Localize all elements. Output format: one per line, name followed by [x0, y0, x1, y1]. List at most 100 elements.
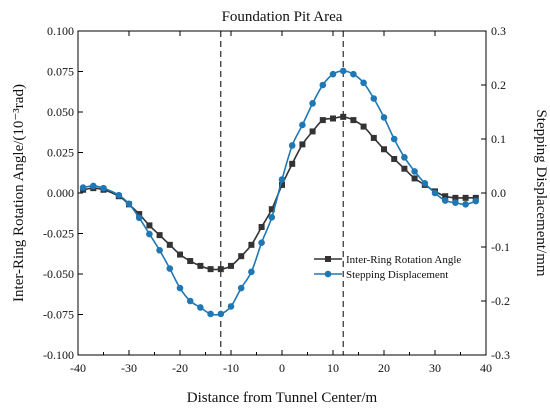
data-point-circle [217, 310, 225, 318]
data-point-square [268, 206, 275, 213]
data-point-circle [278, 176, 286, 183]
y-right-tick-label: -0.1 [491, 240, 510, 254]
data-point-circle [186, 297, 194, 305]
data-point-circle [100, 184, 107, 192]
data-point-circle [360, 79, 367, 87]
x-axis-title: Distance from Tunnel Center/m [187, 390, 378, 406]
data-point-square [350, 117, 357, 124]
y-left-tick-label: -0.100 [43, 348, 74, 362]
data-point-circle [370, 95, 378, 102]
y-left-tick-label: 0.075 [47, 65, 74, 79]
y-left-tick-label: 0.050 [47, 105, 74, 119]
data-point-square [258, 224, 265, 231]
y-left-tick-label: -0.025 [43, 227, 74, 241]
data-point-circle [176, 284, 184, 292]
data-point-circle [329, 70, 337, 78]
y-left-tick-label: 0.000 [47, 186, 74, 200]
legend: Inter-Ring Rotation Angle Stepping Displa… [314, 254, 461, 281]
data-point-circle [115, 191, 123, 199]
y-right-tick-label: 0.0 [491, 186, 506, 200]
y-axis-left-title: Inter-Ring Rotation Angle/(10⁻³rad) [11, 84, 27, 302]
data-point-square [462, 194, 469, 201]
data-point-circle [207, 310, 214, 318]
x-tick-label: -30 [121, 361, 137, 375]
data-point-circle [339, 67, 347, 75]
x-tick-label: 20 [378, 361, 390, 375]
y-left-tick-label: -0.050 [43, 267, 74, 281]
x-tick-label: 10 [327, 361, 339, 375]
data-point-square [452, 194, 459, 201]
data-point-circle [79, 184, 87, 191]
x-tick-label: -40 [70, 361, 86, 375]
y-right-tick-label: 0.3 [491, 24, 506, 38]
data-point-square [381, 146, 387, 153]
data-point-circle [146, 230, 153, 238]
data-point-circle [258, 239, 265, 246]
data-point-square [156, 232, 163, 239]
data-point-circle [156, 246, 163, 254]
data-point-circle [166, 265, 174, 272]
data-point-circle [350, 70, 357, 78]
data-point-square [177, 251, 183, 258]
x-tick-label: -10 [223, 361, 239, 375]
plot-frame [77, 30, 487, 356]
data-point-square [309, 128, 316, 135]
data-point-square [197, 262, 204, 269]
data-point-square [146, 222, 153, 229]
y-right-tick-label: 0.2 [491, 78, 506, 92]
data-point-square [411, 175, 418, 182]
y-right-tick-label: 0.1 [491, 132, 506, 146]
data-point-circle [197, 304, 204, 311]
data-point-square [391, 155, 398, 162]
data-point-square [207, 266, 214, 273]
data-point-circle [237, 284, 245, 292]
data-point-circle [401, 154, 408, 161]
data-point-circle [452, 199, 459, 207]
data-point-square [330, 115, 336, 122]
y-right-tick-label: -0.2 [491, 294, 510, 308]
legend-marker-circle [324, 270, 332, 278]
data-point-circle [135, 214, 143, 222]
data-point-square [319, 117, 326, 124]
data-point-circle [268, 214, 276, 221]
data-point-square [340, 113, 347, 120]
y-right-tick-label: -0.3 [491, 348, 510, 362]
annotations: Foundation Pit Area [220, 9, 344, 355]
x-tick-label: 40 [480, 361, 492, 375]
legend-label-2: Stepping Displacement [346, 269, 448, 281]
series-layer [79, 67, 480, 318]
data-point-circle [288, 142, 296, 149]
x-tick-label: 0 [279, 361, 285, 375]
series-line-1 [82, 116, 476, 271]
y-left-tick-label: -0.075 [43, 308, 74, 322]
data-point-square [217, 266, 224, 273]
data-point-circle [462, 201, 469, 208]
legend-label-1: Inter-Ring Rotation Angle [346, 254, 461, 266]
data-point-circle [125, 200, 133, 208]
y-left-tick-label: 0.100 [47, 24, 74, 38]
data-point-circle [248, 268, 255, 276]
y-left-tick-label: 0.025 [47, 146, 74, 160]
data-point-circle [319, 81, 327, 89]
data-point-circle [431, 189, 439, 197]
data-point-square [228, 262, 234, 269]
data-point-circle [411, 168, 418, 175]
data-point-square [360, 123, 367, 130]
foundation-pit-label: Foundation Pit Area [222, 9, 343, 25]
data-point-circle [380, 114, 388, 121]
data-point-square [289, 160, 296, 167]
data-point-circle [227, 303, 235, 310]
data-point-square [299, 141, 306, 148]
data-point-circle [90, 182, 97, 190]
y-axis-right-title: Stepping Displacement/mm [533, 109, 549, 276]
data-point-circle [441, 197, 449, 204]
data-point-square [248, 241, 255, 248]
data-point-square [136, 211, 143, 218]
x-tick-label: 30 [429, 361, 441, 375]
data-point-circle [309, 100, 316, 107]
data-point-circle [299, 121, 306, 129]
data-point-square [370, 134, 377, 141]
data-point-square [279, 181, 285, 188]
x-tick-label: -20 [172, 361, 188, 375]
